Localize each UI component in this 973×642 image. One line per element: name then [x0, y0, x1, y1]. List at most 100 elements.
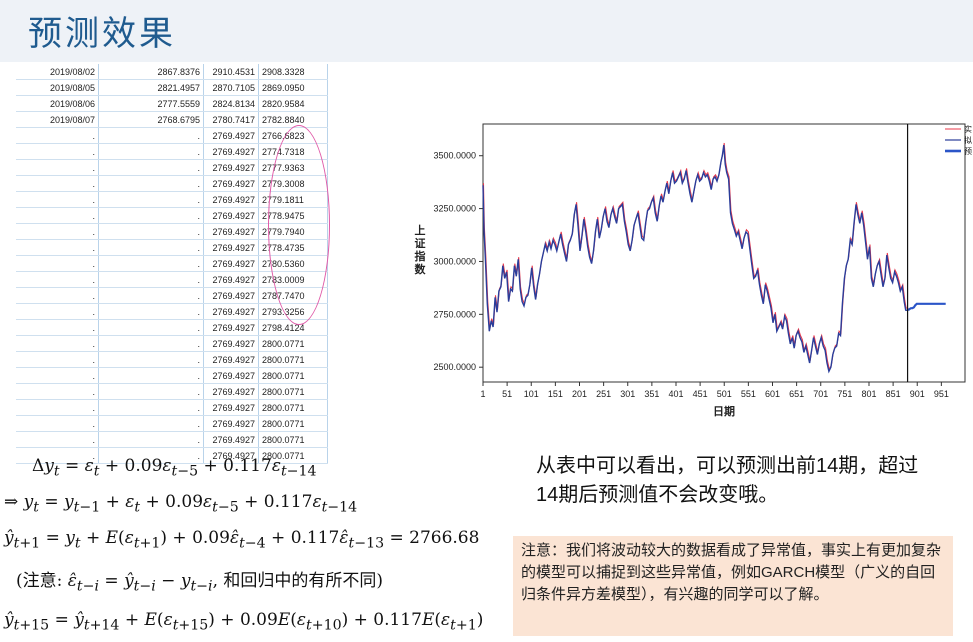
table-row: .. 2769.4927 2800.0771 [16, 415, 328, 432]
table-cell: 2908.3328 [258, 64, 328, 80]
formula-3: ŷt+1 = yt + E(εt+1) + 0.09ε̂t−4 + 0.117ε… [4, 528, 480, 552]
table-cell: . [98, 415, 204, 432]
x-tick-label: 301 [620, 389, 635, 399]
plot-area [482, 123, 966, 383]
table-cell: 2769.4927 [203, 399, 259, 416]
table-cell: . [98, 255, 204, 272]
table-cell: 2769.4927 [203, 335, 259, 352]
x-tick-label: 851 [886, 389, 901, 399]
x-tick-label: 801 [861, 389, 876, 399]
table-cell: 2820.9584 [258, 95, 328, 112]
table-cell: 2769.4927 [203, 191, 259, 208]
table-cell: . [16, 143, 99, 160]
formula-2: ⇒ yt = yt−1 + εt + 0.09εt−5 + 0.117εt−14 [4, 492, 358, 516]
x-tick-label: 751 [837, 389, 852, 399]
table-cell: . [16, 287, 99, 304]
y-tick-label: 2750.0000 [433, 309, 476, 319]
table-cell: . [98, 191, 204, 208]
y-axis-title-char: 证 [415, 237, 426, 250]
table-cell: 2769.4927 [203, 143, 259, 160]
table-cell: 2782.8840 [258, 111, 328, 128]
table-cell: 2777.5559 [98, 95, 204, 112]
x-tick-label: 101 [524, 389, 539, 399]
table-cell: 2769.4927 [203, 127, 259, 144]
table-cell: . [16, 271, 99, 288]
x-tick-label: 51 [502, 389, 512, 399]
table-cell: . [98, 271, 204, 288]
table-cell: 2800.0771 [258, 335, 328, 352]
table-cell: . [16, 447, 99, 464]
table-cell: 2769.4927 [203, 303, 259, 320]
table-row: .. 2769.4927 2798.4124 [16, 319, 328, 336]
table-row: 2019/08/06 2777.5559 2824.8134 2820.9584 [16, 95, 328, 112]
table-cell: 2769.4927 [203, 271, 259, 288]
x-tick-label: 901 [910, 389, 925, 399]
table-cell: . [16, 239, 99, 256]
table-row: .. 2769.4927 2800.0771 [16, 399, 328, 416]
table-cell: . [16, 383, 99, 400]
x-tick-label: 401 [668, 389, 683, 399]
series-forecast-line [907, 302, 946, 312]
table-cell: 2800.0771 [258, 351, 328, 368]
table-row: .. 2769.4927 2800.0771 [16, 367, 328, 384]
table-cell: 2780.7417 [203, 111, 259, 128]
formula-1-text: Δyt = εt + 0.09εt−5 + 0.117εt−14 [32, 456, 317, 480]
table-cell: . [98, 175, 204, 192]
table-cell: 2768.6795 [98, 111, 204, 128]
table-cell: 2800.0771 [258, 447, 328, 464]
table-cell: . [16, 127, 99, 144]
remark-text: 从表中可以看出，可以预测出前14期，超过14期后预测值不会改变哦。 [536, 455, 919, 506]
table-row: .. 2769.4927 2800.0771 [16, 383, 328, 400]
table-cell: 2769.4927 [203, 351, 259, 368]
table-cell: 2769.4927 [203, 431, 259, 448]
legend-label: 预 [964, 146, 972, 156]
table-cell: 2800.0771 [258, 383, 328, 400]
table-cell: 2769.4927 [203, 239, 259, 256]
table-cell: . [98, 447, 204, 464]
table-row: 2019/08/05 2821.4957 2870.7105 2869.0950 [16, 79, 328, 96]
table-cell: 2769.4927 [203, 207, 259, 224]
x-tick-label: 151 [548, 389, 563, 399]
x-tick-label: 201 [572, 389, 587, 399]
table-cell: 2769.4927 [203, 447, 259, 464]
table-cell: 2800.0771 [258, 399, 328, 416]
table-cell: . [16, 367, 99, 384]
table-cell: . [98, 303, 204, 320]
x-tick-label: 601 [765, 389, 780, 399]
table-row: .. 2769.4927 2800.0771 [16, 351, 328, 368]
x-axis-title: 日期 [713, 404, 735, 418]
table-cell: 2769.4927 [203, 223, 259, 240]
table-cell: . [98, 143, 204, 160]
table-cell: . [98, 287, 204, 304]
table-cell: 2869.0950 [258, 79, 328, 96]
forecast-highlight-ellipse [268, 125, 330, 325]
y-axis-title-char: 指 [415, 249, 426, 263]
x-tick-label: 651 [789, 389, 804, 399]
x-tick-label: 451 [693, 389, 708, 399]
y-axis-title-char: 上 [415, 223, 426, 237]
x-tick-label: 251 [596, 389, 611, 399]
table-cell: 2769.4927 [203, 175, 259, 192]
table-cell: 2800.0771 [258, 367, 328, 384]
formula-5: ŷt+15 = ŷt+14 + E(εt+15) + 0.09E(εt+10) … [4, 610, 484, 634]
table-cell: . [16, 351, 99, 368]
table-row: .. 2769.4927 2800.0771 [16, 431, 328, 448]
title-bar: 预测效果 [0, 0, 973, 62]
table-cell: . [98, 399, 204, 416]
table-cell: 2910.4531 [203, 64, 259, 80]
table-cell: 2870.7105 [203, 79, 259, 96]
table-cell: . [16, 159, 99, 176]
note-box: 注意：我们将波动较大的数据看成了异常值，事实上有更加复杂的模型可以捕捉到这些异常… [513, 536, 953, 636]
table-cell: . [16, 399, 99, 416]
table-cell: 2769.4927 [203, 255, 259, 272]
y-tick-label: 2500.0000 [433, 362, 476, 372]
legend-label: 实 [964, 124, 972, 134]
table-cell: 2798.4124 [258, 319, 328, 336]
table-cell: 2769.4927 [203, 383, 259, 400]
table-row: 2019/08/02 2867.8376 2910.4531 2908.3328 [16, 64, 328, 80]
table-cell: . [16, 191, 99, 208]
table-cell: 2821.4957 [98, 79, 204, 96]
table-cell: . [98, 223, 204, 240]
table-cell: 2769.4927 [203, 319, 259, 336]
table-cell: 2019/08/05 [16, 79, 99, 96]
